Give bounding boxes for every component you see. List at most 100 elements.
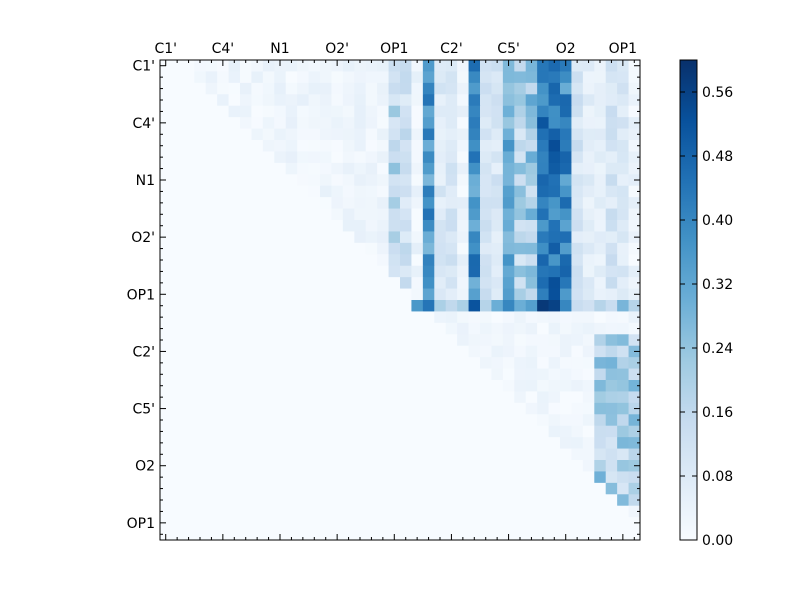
heatmap-cell xyxy=(365,277,378,289)
heatmap-cell xyxy=(274,494,287,507)
heatmap-cell xyxy=(525,391,538,404)
heatmap-cell xyxy=(388,380,401,392)
y-tick-label: OP1 xyxy=(127,516,155,532)
heatmap-cell xyxy=(491,105,504,118)
heatmap-cell xyxy=(605,265,618,278)
heatmap-cell xyxy=(377,471,389,484)
heatmap-cell xyxy=(388,357,401,369)
heatmap-cell xyxy=(422,528,435,541)
heatmap-cell xyxy=(365,82,378,95)
heatmap-cell xyxy=(251,254,264,267)
heatmap-cell xyxy=(525,71,538,84)
heatmap-cell xyxy=(342,414,355,427)
heatmap-cell xyxy=(354,471,367,484)
heatmap-cell xyxy=(480,60,492,72)
heatmap-cell xyxy=(308,528,321,541)
heatmap-cell xyxy=(457,471,469,484)
heatmap-cell xyxy=(582,345,595,358)
heatmap-cell xyxy=(205,448,218,461)
heatmap-cell xyxy=(422,128,435,141)
heatmap-cell xyxy=(274,357,287,369)
heatmap-cell xyxy=(514,60,527,72)
heatmap-cell xyxy=(308,185,321,198)
heatmap-cell xyxy=(480,128,492,141)
heatmap-cell xyxy=(617,380,629,392)
heatmap-cell xyxy=(400,322,412,335)
heatmap-cell xyxy=(468,357,481,369)
heatmap-cell xyxy=(377,528,389,541)
heatmap-cell xyxy=(457,105,469,118)
heatmap-cell xyxy=(194,208,207,221)
heatmap-cell xyxy=(560,117,572,129)
heatmap-cell xyxy=(342,60,355,72)
heatmap-cell xyxy=(320,82,332,95)
heatmap-cell xyxy=(308,174,321,187)
heatmap-cell xyxy=(594,94,607,107)
heatmap-cell xyxy=(205,277,218,289)
heatmap-cell xyxy=(594,151,607,164)
heatmap-cell xyxy=(217,357,229,369)
heatmap-cell xyxy=(468,528,481,541)
heatmap-cell xyxy=(308,437,321,449)
heatmap-cell xyxy=(434,242,447,255)
heatmap-cell xyxy=(480,517,492,529)
heatmap-cell xyxy=(525,82,538,95)
heatmap-cell xyxy=(422,242,435,255)
heatmap-cell xyxy=(571,162,584,175)
heatmap-cell xyxy=(205,288,218,301)
heatmap-cell xyxy=(285,254,298,267)
heatmap-cell xyxy=(422,414,435,427)
heatmap-cell xyxy=(217,460,229,472)
heatmap-cell xyxy=(331,311,344,324)
heatmap-cell xyxy=(514,105,527,118)
heatmap-cell xyxy=(445,482,458,495)
heatmap-cell xyxy=(354,71,367,84)
heatmap-cell xyxy=(331,151,344,164)
heatmap-cell xyxy=(377,242,389,255)
heatmap-cell xyxy=(285,151,298,164)
heatmap-cell xyxy=(388,311,401,324)
heatmap-cell xyxy=(342,311,355,324)
heatmap-cell xyxy=(297,460,309,472)
heatmap-cell xyxy=(525,277,538,289)
heatmap-cell xyxy=(160,71,172,84)
heatmap-cell xyxy=(217,402,229,415)
heatmap-cell xyxy=(194,368,207,381)
heatmap-cell xyxy=(571,174,584,187)
heatmap-cell xyxy=(434,288,447,301)
heatmap-cell xyxy=(582,174,595,187)
heatmap-cell xyxy=(274,334,287,347)
heatmap-cell xyxy=(400,231,412,244)
heatmap-cell xyxy=(457,242,469,255)
heatmap-cells xyxy=(160,60,641,541)
heatmap-cell xyxy=(537,220,549,232)
heatmap-cell xyxy=(548,185,561,198)
heatmap-cell xyxy=(480,494,492,507)
heatmap-cell xyxy=(491,368,504,381)
heatmap-cell xyxy=(617,71,629,84)
heatmap-cell xyxy=(262,517,275,529)
heatmap-cell xyxy=(262,334,275,347)
heatmap-cell xyxy=(194,151,207,164)
heatmap-cell xyxy=(377,162,389,175)
heatmap-cell xyxy=(468,311,481,324)
heatmap-cell xyxy=(445,174,458,187)
heatmap-cell xyxy=(594,368,607,381)
heatmap-cell xyxy=(525,425,538,438)
heatmap-cell xyxy=(274,414,287,427)
heatmap-cell xyxy=(388,517,401,529)
heatmap-cell xyxy=(514,448,527,461)
heatmap-cell xyxy=(217,437,229,449)
heatmap-cell xyxy=(240,208,252,221)
colorbar-tick-label: 0.00 xyxy=(702,533,733,549)
heatmap-cell xyxy=(457,151,469,164)
heatmap-cell xyxy=(548,277,561,289)
heatmap-cell xyxy=(502,471,515,484)
heatmap-cell xyxy=(240,60,252,72)
heatmap-cell xyxy=(400,334,412,347)
heatmap-cell xyxy=(160,185,172,198)
heatmap-cell xyxy=(285,528,298,541)
heatmap-cell xyxy=(525,220,538,232)
heatmap-cell xyxy=(342,288,355,301)
heatmap-cell xyxy=(388,391,401,404)
